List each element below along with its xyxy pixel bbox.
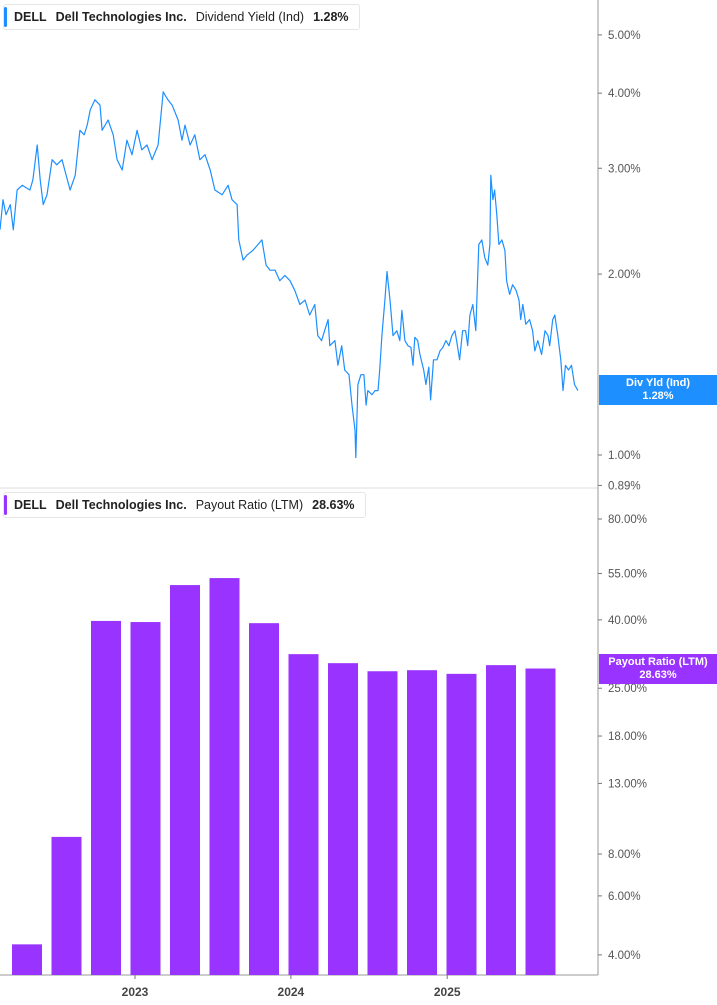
legend-company: Dell Technologies Inc. bbox=[55, 498, 187, 512]
bottom-legend: DELL Dell Technologies Inc. Payout Ratio… bbox=[3, 492, 366, 518]
flag-label: Div Yld (Ind) bbox=[626, 377, 690, 389]
y-tick-label: 40.00% bbox=[608, 615, 647, 627]
y-tick-label: 25.00% bbox=[608, 683, 647, 695]
legend-company: Dell Technologies Inc. bbox=[55, 10, 187, 24]
y-tick-label: 1.00% bbox=[608, 450, 641, 462]
series-color-swatch bbox=[4, 495, 7, 515]
y-tick-label: 80.00% bbox=[608, 514, 647, 526]
dividend-yield-line bbox=[0, 91, 579, 459]
legend-metric: Payout Ratio (LTM) bbox=[195, 498, 304, 512]
y-tick-label: 4.00% bbox=[608, 950, 641, 962]
legend-ticker: DELL bbox=[14, 10, 47, 24]
y-tick-label: 5.00% bbox=[608, 30, 641, 42]
payout-ratio-bar bbox=[209, 578, 240, 975]
y-tick-label: 55.00% bbox=[608, 569, 647, 581]
payout-ratio-bar bbox=[525, 668, 556, 975]
legend-value: 1.28% bbox=[313, 10, 349, 24]
legend-metric: Dividend Yield (Ind) bbox=[195, 10, 305, 24]
payout-ratio-bar bbox=[51, 836, 82, 975]
x-tick-label: 2024 bbox=[278, 985, 305, 999]
x-tick-label: 2023 bbox=[122, 985, 149, 999]
payout-ratio-bar bbox=[130, 622, 161, 975]
payout-ratio-bar bbox=[170, 585, 200, 975]
series-color-swatch bbox=[4, 7, 7, 27]
payout-ratio-bar bbox=[446, 673, 477, 975]
legend-value: 28.63% bbox=[312, 498, 355, 512]
payout-ratio-bar bbox=[367, 671, 398, 975]
flag-label: Payout Ratio (LTM) bbox=[608, 656, 708, 668]
flag-value: 1.28% bbox=[642, 390, 674, 402]
payout-ratio-bar bbox=[407, 670, 437, 975]
y-tick-label: 4.00% bbox=[608, 88, 641, 100]
payout-ratio-bar bbox=[288, 654, 319, 975]
payout-ratio-value-flag: Payout Ratio (LTM) 28.63% bbox=[599, 654, 717, 684]
y-tick-label: 8.00% bbox=[608, 849, 641, 861]
y-tick-label: 3.00% bbox=[608, 163, 641, 175]
x-tick-label: 2025 bbox=[434, 985, 461, 999]
y-tick-label: 13.00% bbox=[608, 778, 647, 790]
payout-ratio-bar bbox=[486, 665, 516, 975]
legend-ticker: DELL bbox=[14, 498, 47, 512]
payout-ratio-bar bbox=[249, 623, 279, 975]
y-tick-label: 18.00% bbox=[608, 731, 647, 743]
y-tick-label: 6.00% bbox=[608, 891, 641, 903]
flag-value: 28.63% bbox=[639, 669, 677, 681]
dividend-yield-value-flag: Div Yld (Ind) 1.28% bbox=[599, 375, 717, 405]
y-tick-label: 0.89% bbox=[608, 480, 641, 492]
payout-ratio-bar bbox=[91, 620, 121, 975]
y-tick-label: 2.00% bbox=[608, 269, 641, 281]
payout-ratio-bar bbox=[328, 663, 358, 975]
payout-ratio-bar bbox=[12, 944, 42, 975]
top-legend: DELL Dell Technologies Inc. Dividend Yie… bbox=[3, 4, 360, 30]
